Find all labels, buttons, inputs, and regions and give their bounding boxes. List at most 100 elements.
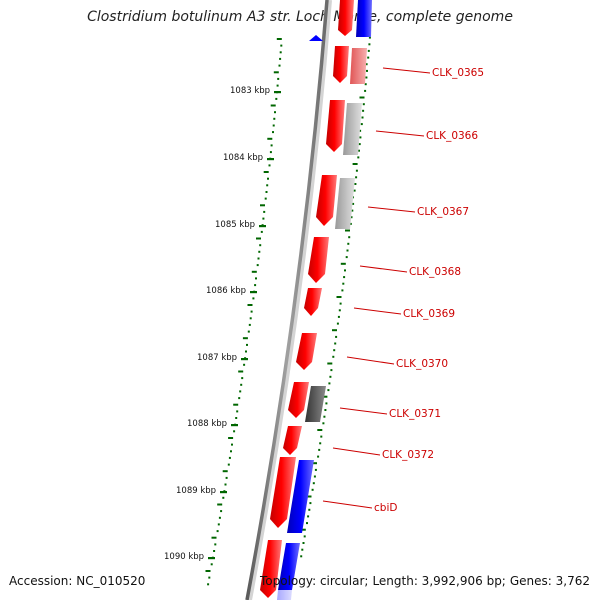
tick-mark	[339, 302, 342, 305]
gene-label[interactable]: CLK_0368	[409, 266, 461, 278]
leader-line	[359, 265, 408, 273]
tick-mark	[231, 443, 233, 446]
scale-label: 1088 kbp	[187, 419, 227, 429]
tick-mark	[355, 176, 358, 179]
leader-line	[367, 206, 416, 213]
gene-label[interactable]: CLK_0371	[389, 408, 441, 420]
scale-label: 1089 kbp	[176, 486, 216, 496]
gene-labels: CLK_0365 CLK_0366 CLK_0367 CLK_0368 CLK_…	[374, 67, 484, 514]
tick-mark	[263, 171, 269, 173]
scale-mark	[250, 291, 257, 294]
gene-arrow	[288, 382, 309, 418]
gene-label[interactable]: CLK_0365	[432, 67, 484, 79]
tick-mark	[258, 250, 261, 253]
tick-mark	[274, 111, 276, 114]
tick-mark	[216, 530, 219, 533]
topology-text: Topology: circular;	[259, 574, 369, 588]
backbone-shadow	[246, 0, 332, 600]
leader-line	[382, 67, 431, 74]
tick-mark	[217, 523, 220, 526]
tick-mark	[346, 249, 349, 252]
tick-mark	[273, 71, 279, 74]
tick-mark	[267, 137, 273, 140]
gene-arrow	[260, 540, 282, 598]
tick-mark	[256, 237, 261, 240]
gene-arrow	[338, 0, 354, 36]
tick-mark	[227, 463, 230, 466]
tick-mark	[260, 204, 265, 207]
genome-backbone	[245, 0, 329, 600]
gene-arrow	[316, 175, 337, 226]
leader-line	[353, 307, 402, 315]
tick-mark	[279, 51, 282, 54]
tick-mark	[359, 136, 362, 139]
gene-arrow	[296, 333, 317, 370]
tick-mark	[312, 462, 317, 465]
gene-label[interactable]: CLK_0367	[417, 206, 469, 218]
tick-mark	[270, 104, 276, 107]
tick-mark	[247, 304, 253, 306]
tick-mark	[211, 536, 217, 539]
tick-mark	[349, 222, 352, 225]
tick-mark	[353, 189, 356, 192]
tick-mark	[358, 143, 361, 146]
tick-mark	[224, 483, 227, 486]
leader-line	[346, 356, 395, 365]
leader-line	[375, 130, 425, 137]
tick-mark	[320, 435, 323, 438]
tick-mark	[250, 310, 253, 313]
feature-box	[287, 460, 314, 533]
tick-mark	[255, 277, 257, 280]
tick-mark	[217, 503, 223, 506]
tick-mark	[267, 177, 269, 180]
scale-mark	[231, 424, 238, 427]
tick-mark	[318, 448, 321, 451]
tick-mark	[319, 442, 322, 445]
tick-mark	[364, 89, 367, 92]
tick-mark	[360, 123, 363, 126]
tick-mark	[340, 262, 346, 265]
gene-label[interactable]: cbiD	[374, 502, 397, 514]
tick-mark	[269, 151, 272, 154]
tick-mark	[329, 375, 332, 378]
gene-label[interactable]: CLK_0370	[396, 358, 448, 370]
tick-mark	[265, 191, 268, 193]
tick-mark	[355, 169, 358, 172]
tick-mark	[302, 542, 305, 544]
tick-mark	[233, 403, 239, 406]
tick-mark	[242, 337, 248, 340]
tick-mark	[238, 370, 244, 373]
tick-mark	[275, 97, 278, 100]
gene-label[interactable]: CLK_0369	[403, 308, 455, 320]
tick-mark	[327, 362, 333, 365]
tick-mark	[362, 109, 365, 112]
tick-mark	[249, 317, 252, 320]
tick-mark	[344, 269, 346, 272]
gene-label[interactable]: CLK_0366	[426, 130, 478, 142]
tick-mark	[272, 131, 274, 134]
tick-mark	[240, 383, 243, 386]
scale-mark	[241, 358, 248, 361]
forward-strand	[260, 0, 354, 598]
length-text: Length: 3,992,906 bp;	[372, 574, 506, 588]
tick-mark	[279, 57, 282, 60]
tick-mark	[351, 209, 354, 212]
tick-mark	[337, 315, 340, 318]
scale-label: 1090 kbp	[164, 552, 204, 562]
reverse-marker	[309, 35, 323, 41]
gene-label[interactable]: CLK_0372	[382, 449, 434, 461]
tick-mark	[260, 230, 263, 233]
scale-mark	[267, 158, 274, 161]
tick-mark	[222, 496, 225, 499]
genes-count-text: Genes: 3,762	[509, 574, 590, 588]
tick-mark	[301, 548, 304, 551]
tick-mark	[236, 410, 239, 413]
tick-mark	[245, 350, 247, 353]
tick-mark	[268, 164, 271, 167]
tick-mark	[352, 163, 358, 165]
tick-mark	[336, 296, 342, 298]
tick-mark	[358, 149, 360, 152]
tick-mark	[220, 510, 223, 513]
tick-mark	[205, 570, 211, 572]
tick-mark	[254, 284, 257, 287]
